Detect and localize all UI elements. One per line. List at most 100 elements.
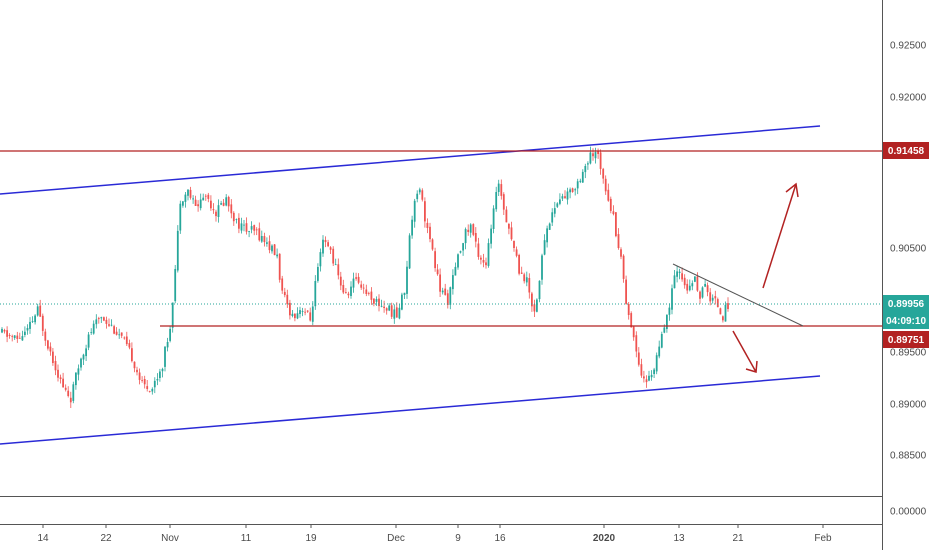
candle	[406, 260, 408, 299]
candle-body	[227, 197, 230, 207]
candle	[82, 353, 85, 365]
candle-body	[184, 194, 187, 202]
candle-body	[225, 197, 228, 206]
candle	[174, 265, 177, 304]
candle-body	[220, 203, 222, 205]
candle	[724, 301, 727, 322]
candle	[536, 298, 538, 313]
candle	[719, 307, 722, 315]
candle	[21, 330, 24, 341]
candle	[179, 200, 182, 234]
candle	[176, 225, 179, 273]
candle-body	[429, 226, 431, 240]
candle-body	[67, 390, 70, 396]
time-axis-ticks[interactable]: 14 22 Nov 11 19 Dec 9 16 2020 13 21 Feb	[37, 533, 832, 544]
candle-body	[541, 255, 543, 280]
candle	[446, 289, 449, 309]
candle	[232, 211, 235, 226]
candle	[653, 367, 655, 378]
candle	[296, 307, 299, 320]
candle	[187, 189, 189, 201]
candle-body	[393, 309, 396, 319]
candle-body	[314, 281, 317, 307]
candle-body	[556, 203, 559, 207]
candle	[492, 205, 495, 234]
bullish-arrow-shaft[interactable]	[762, 183, 797, 289]
bar-countdown-text: 04:09:10	[886, 316, 926, 327]
candle-body	[515, 249, 518, 256]
candle	[701, 286, 704, 299]
candle-body	[355, 277, 357, 279]
candle	[579, 178, 582, 184]
lower-channel-line[interactable]	[0, 375, 821, 445]
candle-body	[551, 212, 554, 223]
candle-body	[85, 348, 87, 357]
candle-body	[714, 296, 717, 299]
candle	[630, 311, 633, 328]
candle	[439, 268, 441, 297]
candle-body	[584, 166, 587, 173]
candle	[1, 327, 3, 334]
chart-drawings	[0, 125, 882, 445]
candle	[304, 308, 306, 316]
candle	[324, 236, 327, 248]
candle	[80, 357, 82, 371]
candle-body	[334, 264, 337, 266]
candle-body	[174, 269, 177, 302]
candle-body	[69, 397, 72, 403]
descending-trendline[interactable]	[672, 263, 804, 327]
candle	[477, 237, 480, 260]
candle	[220, 200, 222, 206]
candle	[716, 297, 719, 308]
candle-body	[243, 224, 245, 226]
candle-body	[441, 290, 444, 293]
candle	[268, 235, 271, 254]
candle-body	[41, 315, 44, 331]
candle	[57, 364, 59, 382]
candle-body	[587, 163, 589, 165]
candle	[273, 244, 276, 256]
bearish-arrow-shaft[interactable]	[732, 330, 757, 373]
candle-body	[72, 384, 75, 401]
candle	[148, 390, 151, 393]
candle	[286, 289, 289, 308]
candle	[166, 337, 169, 352]
candle	[581, 169, 584, 183]
upper-channel-line[interactable]	[0, 125, 821, 195]
candle-body	[299, 310, 301, 314]
candle	[72, 381, 75, 404]
candle	[153, 377, 156, 394]
candle	[383, 300, 385, 313]
candle	[607, 183, 610, 202]
candle	[113, 324, 115, 335]
candle-body	[500, 184, 503, 196]
candle	[699, 290, 701, 304]
candle	[416, 190, 419, 203]
x-tick-label: Feb	[814, 533, 832, 544]
candle	[688, 279, 691, 292]
candle	[44, 328, 47, 346]
candle-body	[294, 313, 296, 319]
price-axis-ticks[interactable]: 0.925000.920000.905000.900000.895000.890…	[890, 41, 927, 518]
candle-body	[332, 248, 335, 264]
candle	[263, 232, 266, 247]
candle	[34, 314, 36, 325]
candle-body	[187, 189, 189, 196]
candle	[39, 299, 42, 317]
candle-body	[709, 292, 712, 302]
candle-body	[283, 291, 286, 296]
candle	[204, 194, 207, 201]
candle	[495, 186, 498, 212]
candle-body	[54, 361, 57, 371]
candle	[678, 268, 681, 280]
candle	[576, 178, 579, 195]
candle-body	[686, 283, 689, 291]
candle	[413, 198, 416, 228]
candle-body	[380, 305, 383, 307]
candle-body	[319, 252, 322, 267]
candle	[18, 332, 21, 339]
candle-body	[403, 292, 406, 295]
candle-body	[716, 299, 719, 308]
candle-body	[459, 251, 462, 253]
